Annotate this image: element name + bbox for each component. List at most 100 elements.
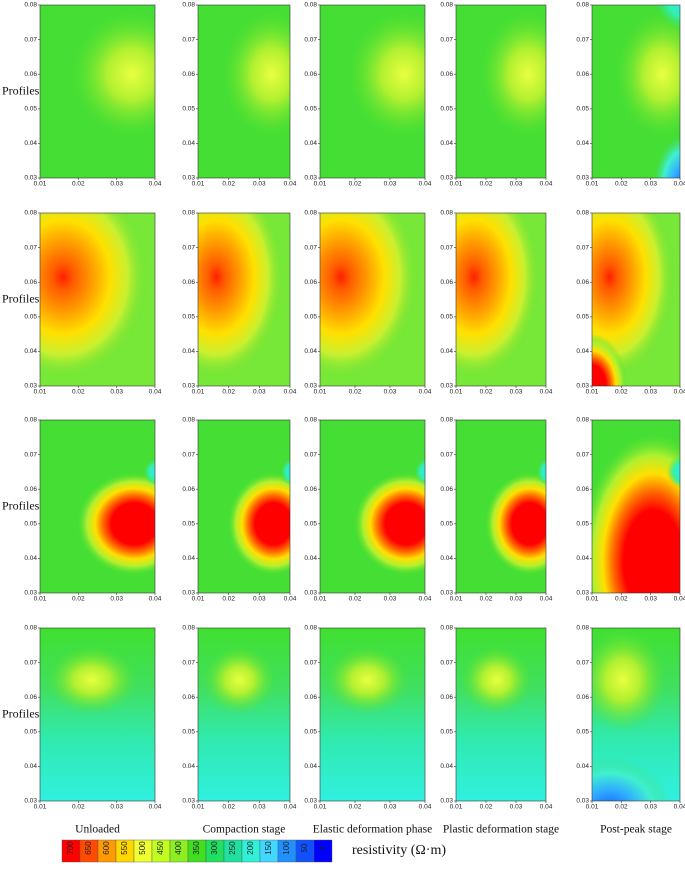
y-tick-label: 0.05 bbox=[182, 314, 195, 321]
y-tick-label: 0.04 bbox=[440, 763, 453, 770]
x-tick-label: 0.03 bbox=[384, 596, 397, 603]
colorbar-tick-label: 300 bbox=[210, 841, 219, 855]
contour-region bbox=[353, 471, 425, 576]
contour-region bbox=[666, 455, 680, 489]
colorbar-tick-label: 450 bbox=[156, 841, 165, 855]
contour-region bbox=[346, 8, 425, 140]
x-tick-label: 0.03 bbox=[644, 804, 657, 811]
x-tick-label: 0.02 bbox=[349, 181, 362, 188]
contour-region bbox=[478, 8, 546, 140]
contour-region bbox=[592, 334, 628, 386]
contour-region bbox=[460, 645, 533, 715]
x-tick-label: 0.02 bbox=[222, 389, 235, 396]
panel-frame bbox=[591, 627, 681, 802]
y-tick-label: 0.03 bbox=[304, 798, 317, 805]
y-tick-label: 0.08 bbox=[182, 625, 195, 632]
contour-panel bbox=[456, 5, 546, 178]
y-tick-label: 0.07 bbox=[440, 659, 453, 666]
y-tick-label: 0.03 bbox=[182, 383, 195, 390]
x-tick-label: 0.01 bbox=[192, 181, 205, 188]
y-tick-label: 0.06 bbox=[24, 71, 37, 78]
y-tick-label: 0.08 bbox=[304, 210, 317, 217]
contour-panel bbox=[320, 628, 425, 801]
y-tick-label: 0.07 bbox=[182, 36, 195, 43]
contour-region bbox=[202, 645, 277, 715]
y-tick-label: 0.07 bbox=[440, 36, 453, 43]
y-tick-label: 0.06 bbox=[576, 279, 589, 286]
y-tick-label: 0.08 bbox=[304, 2, 317, 9]
x-tick-label: 0.03 bbox=[644, 181, 657, 188]
y-tick-label: 0.08 bbox=[182, 210, 195, 217]
column-label: Post-peak stage bbox=[600, 824, 672, 836]
contour-region bbox=[592, 628, 667, 732]
x-tick-label: 0.01 bbox=[586, 389, 599, 396]
y-tick-label: 0.07 bbox=[304, 659, 317, 666]
x-tick-label: 0.03 bbox=[384, 181, 397, 188]
y-tick-label: 0.08 bbox=[24, 625, 37, 632]
colorbar-tick-label: 200 bbox=[246, 841, 255, 855]
colorbar-tick-label: 400 bbox=[174, 841, 183, 855]
x-tick-label: 0.01 bbox=[314, 804, 327, 811]
panel-frame bbox=[319, 627, 426, 802]
x-tick-label: 0.01 bbox=[314, 596, 327, 603]
x-tick-label: 0.01 bbox=[450, 389, 463, 396]
y-tick-label: 0.04 bbox=[304, 763, 317, 770]
y-tick-label: 0.03 bbox=[304, 590, 317, 597]
x-tick-label: 0.04 bbox=[540, 804, 553, 811]
y-tick-label: 0.05 bbox=[576, 106, 589, 113]
y-tick-label: 0.07 bbox=[182, 244, 195, 251]
y-tick-label: 0.06 bbox=[440, 71, 453, 78]
x-tick-label: 0.02 bbox=[480, 596, 493, 603]
y-tick-label: 0.07 bbox=[576, 659, 589, 666]
x-tick-label: 0.01 bbox=[586, 181, 599, 188]
y-tick-label: 0.03 bbox=[576, 798, 589, 805]
y-tick-label: 0.05 bbox=[24, 314, 37, 321]
y-tick-label: 0.05 bbox=[304, 106, 317, 113]
x-tick-label: 0.02 bbox=[72, 804, 85, 811]
panel-frame bbox=[39, 419, 156, 594]
column-label: Plastic deformation stage bbox=[443, 824, 559, 836]
panel-frame bbox=[455, 627, 547, 802]
y-tick-label: 0.07 bbox=[440, 244, 453, 251]
x-tick-label: 0.02 bbox=[349, 596, 362, 603]
panel-frame bbox=[591, 419, 681, 594]
y-tick-label: 0.06 bbox=[440, 279, 453, 286]
y-tick-label: 0.07 bbox=[304, 36, 317, 43]
x-tick-label: 0.04 bbox=[674, 804, 685, 811]
x-tick-label: 0.02 bbox=[222, 804, 235, 811]
y-tick-label: 0.04 bbox=[576, 555, 589, 562]
x-tick-label: 0.02 bbox=[615, 389, 628, 396]
x-tick-label: 0.04 bbox=[674, 181, 685, 188]
y-tick-label: 0.06 bbox=[24, 694, 37, 701]
x-tick-label: 0.04 bbox=[674, 389, 685, 396]
x-tick-label: 0.03 bbox=[110, 804, 123, 811]
y-tick-label: 0.08 bbox=[576, 210, 589, 217]
x-tick-label: 0.03 bbox=[644, 596, 657, 603]
y-tick-label: 0.08 bbox=[576, 625, 589, 632]
contour-region bbox=[325, 645, 410, 715]
colorbar-tick-label: 500 bbox=[138, 841, 147, 855]
colorbar-tick-label: 250 bbox=[228, 841, 237, 855]
y-tick-label: 0.04 bbox=[304, 140, 317, 147]
colorbar-tick-label: 550 bbox=[120, 841, 129, 855]
contour-panel bbox=[592, 213, 680, 386]
x-tick-label: 0.03 bbox=[510, 181, 523, 188]
contour-panel bbox=[456, 213, 546, 386]
x-tick-label: 0.01 bbox=[34, 181, 47, 188]
panel-frame bbox=[39, 4, 156, 179]
contour-region bbox=[592, 213, 676, 381]
x-tick-label: 0.03 bbox=[644, 389, 657, 396]
x-tick-label: 0.01 bbox=[314, 389, 327, 396]
x-tick-label: 0.03 bbox=[110, 389, 123, 396]
contour-panel bbox=[320, 5, 425, 178]
contour-panel bbox=[320, 213, 425, 386]
y-tick-label: 0.05 bbox=[24, 521, 37, 528]
x-tick-label: 0.02 bbox=[615, 804, 628, 811]
y-tick-label: 0.03 bbox=[24, 590, 37, 597]
y-tick-label: 0.07 bbox=[304, 244, 317, 251]
y-tick-label: 0.03 bbox=[576, 590, 589, 597]
y-tick-label: 0.08 bbox=[24, 2, 37, 9]
x-tick-label: 0.04 bbox=[149, 181, 162, 188]
y-tick-label: 0.03 bbox=[24, 383, 37, 390]
x-tick-label: 0.03 bbox=[510, 596, 523, 603]
